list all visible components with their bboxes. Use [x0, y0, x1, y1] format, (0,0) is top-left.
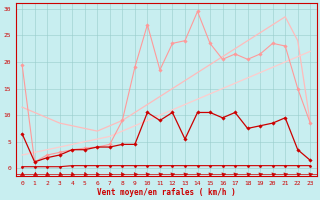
X-axis label: Vent moyen/en rafales ( km/h ): Vent moyen/en rafales ( km/h ): [97, 188, 236, 197]
